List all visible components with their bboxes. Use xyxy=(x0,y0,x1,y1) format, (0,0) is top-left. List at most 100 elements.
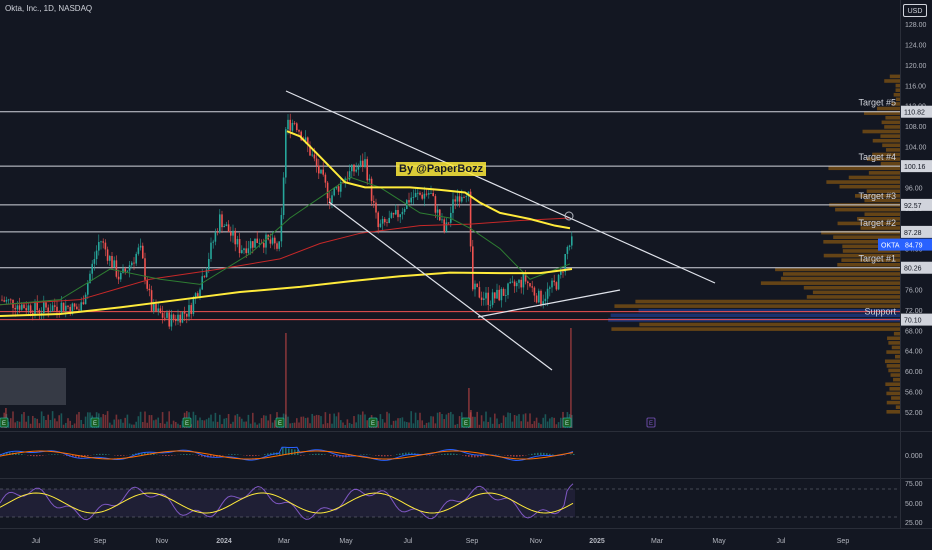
volume-bar xyxy=(117,419,120,428)
candle-body xyxy=(234,230,236,245)
candle-body xyxy=(289,119,291,131)
volume-bar xyxy=(269,414,272,428)
volume-bar xyxy=(148,415,151,428)
price-tick-label: 116.00 xyxy=(905,83,926,90)
volume-profile-bar xyxy=(783,272,900,276)
volume-profile-bar xyxy=(885,382,900,387)
candle-body xyxy=(518,279,520,283)
earnings-marker[interactable] xyxy=(562,417,572,428)
volume-bar xyxy=(172,420,175,428)
volume-bar xyxy=(227,413,230,428)
volume-profile-bar xyxy=(841,258,900,262)
earnings-marker[interactable] xyxy=(275,417,285,428)
candle-body xyxy=(351,164,353,172)
ma-yellow-short-line xyxy=(286,130,571,230)
candle-body xyxy=(199,289,201,297)
volume-bar xyxy=(14,422,16,428)
volume-bar xyxy=(414,412,417,428)
macd-histogram-bar xyxy=(78,455,80,458)
volume-profile-bar xyxy=(894,354,900,359)
volume-bar xyxy=(249,423,252,428)
macd-histogram-bar xyxy=(471,455,473,458)
earnings-marker[interactable] xyxy=(0,417,9,428)
macd-histogram-bar xyxy=(513,455,515,457)
macd-histogram-bar xyxy=(441,454,443,455)
candle-body xyxy=(375,202,377,213)
candle-body xyxy=(419,192,421,195)
support-trendline[interactable] xyxy=(477,289,621,318)
volume-profile-bar xyxy=(891,345,900,350)
volume-bar xyxy=(417,420,419,428)
macd-histogram-bar xyxy=(387,455,389,457)
volume-bar xyxy=(546,421,549,428)
earnings-marker[interactable] xyxy=(461,417,471,428)
candle-body xyxy=(461,197,463,202)
volume-bar xyxy=(348,422,351,428)
candle-body xyxy=(10,299,12,301)
time-axis[interactable]: Jul Sep Nov 2024 Mar May Jul Sep Nov 2025 Mar May Ju… xyxy=(32,538,850,545)
macd-histogram-bar xyxy=(141,452,143,455)
candle-body xyxy=(60,302,63,313)
candle-body xyxy=(384,218,386,223)
earnings-marker[interactable] xyxy=(646,417,656,428)
candle-body xyxy=(434,196,437,213)
candle-body xyxy=(150,290,153,312)
volume-bar xyxy=(379,414,382,428)
candle-body xyxy=(188,305,190,317)
rsi-axis: 75.00 50.00 25.00 xyxy=(905,481,923,527)
candle-body xyxy=(106,249,109,261)
volume-bar xyxy=(408,422,410,428)
currency-button[interactable]: USD xyxy=(903,4,927,17)
volume-bar xyxy=(142,422,144,428)
volume-bar xyxy=(518,414,520,428)
rsi-pane[interactable] xyxy=(0,480,900,526)
earnings-marker-label: E xyxy=(464,421,468,427)
volume-bar xyxy=(571,414,573,428)
earnings-marker[interactable] xyxy=(182,417,192,428)
candle-body xyxy=(100,241,102,243)
volume-bar xyxy=(419,412,421,428)
volume-profile-bar xyxy=(839,184,900,189)
macd-histogram-bar xyxy=(288,448,290,455)
candle-body xyxy=(157,308,159,312)
volume-profile-bar xyxy=(893,92,900,97)
volume-bar xyxy=(161,412,164,428)
volume-profile-bar xyxy=(881,120,900,125)
macd-histogram-bar xyxy=(255,455,257,456)
candle-body xyxy=(560,271,562,275)
price-axis[interactable]: 128.00124.00120.00116.00112.00108.00104.… xyxy=(905,22,927,417)
volume-bar xyxy=(359,414,362,428)
volume-bar xyxy=(337,412,340,428)
macd-histogram-bar xyxy=(39,455,41,457)
macd-histogram-bar xyxy=(381,455,383,457)
candle-body xyxy=(276,243,278,249)
earnings-marker[interactable] xyxy=(90,417,100,428)
candle-body xyxy=(315,158,318,166)
macd-histogram-bar xyxy=(477,455,479,458)
macd-histogram-bar xyxy=(21,454,23,455)
macd-histogram-bar xyxy=(42,455,44,456)
macd-histogram-bar xyxy=(210,455,212,458)
earnings-marker[interactable] xyxy=(368,417,378,428)
level-price-tag xyxy=(901,105,932,118)
channel-lower-trendline[interactable] xyxy=(328,201,553,371)
volume-bar xyxy=(320,416,322,428)
ma-red-line xyxy=(0,217,571,306)
candle-body xyxy=(109,256,111,261)
candle-body xyxy=(131,262,133,266)
target-circle-marker[interactable] xyxy=(564,211,574,221)
candle-body xyxy=(282,177,285,216)
macd-histogram-bar xyxy=(282,447,284,455)
macd-histogram-bar xyxy=(366,454,368,455)
volume-bar xyxy=(271,422,274,428)
ma-yellow-long-line xyxy=(0,268,573,318)
candle-body xyxy=(313,154,316,159)
channel-upper-trendline[interactable] xyxy=(285,90,716,284)
volume-bar xyxy=(474,416,476,428)
volume-profile-bar xyxy=(895,83,900,88)
candle-body xyxy=(386,222,388,224)
volume-bar xyxy=(104,414,107,428)
volume-bar xyxy=(287,416,289,428)
macd-histogram-bar xyxy=(258,455,260,456)
